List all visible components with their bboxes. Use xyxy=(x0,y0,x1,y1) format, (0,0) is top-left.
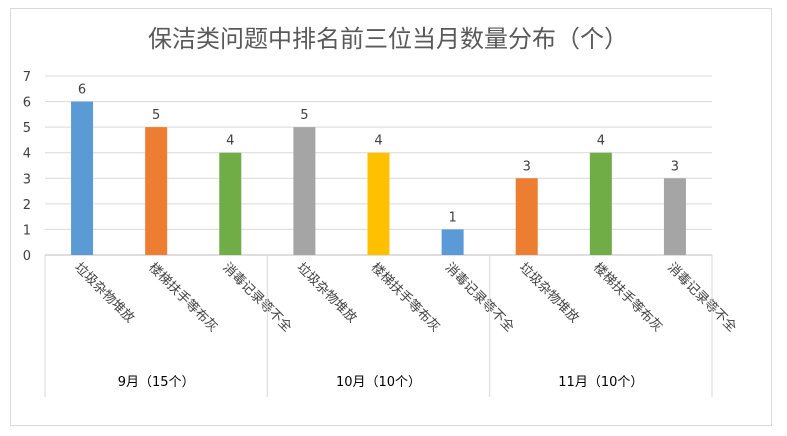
group-label: 9月（15个） xyxy=(118,375,195,390)
y-axis-ticks: 0 1 2 3 4 5 6 7 xyxy=(23,70,31,264)
group-label: 11月（10个） xyxy=(558,375,643,390)
bar xyxy=(219,152,242,255)
bar xyxy=(145,127,168,255)
y-tick-label: 5 xyxy=(23,121,31,136)
category-label: 垃圾杂物堆放 xyxy=(71,260,137,326)
bar xyxy=(589,152,612,255)
bar xyxy=(663,178,686,255)
data-label: 5 xyxy=(152,108,160,123)
data-label: 4 xyxy=(226,134,234,149)
y-tick-label: 1 xyxy=(23,223,31,238)
y-tick-label: 6 xyxy=(23,96,31,111)
y-tick-label: 7 xyxy=(23,70,31,85)
data-label: 4 xyxy=(597,134,605,149)
data-label: 5 xyxy=(300,108,308,123)
data-label: 1 xyxy=(448,210,456,225)
category-label: 楼梯扶手等布灰 xyxy=(368,260,444,336)
category-label: 楼梯扶手等布灰 xyxy=(590,260,666,336)
bar xyxy=(441,229,464,255)
data-labels: 6 5 4 5 4 1 3 4 3 xyxy=(78,83,679,226)
y-tick-label: 4 xyxy=(23,147,31,162)
category-label: 消毒记录等不全 xyxy=(219,260,295,336)
bar-series xyxy=(71,101,686,255)
data-label: 3 xyxy=(523,159,531,174)
group-label: 10月（10个） xyxy=(336,375,421,390)
category-labels: 垃圾杂物堆放 楼梯扶手等布灰 消毒记录等不全 垃圾杂物堆放 楼梯扶手等布灰 消毒记录等不全… xyxy=(71,260,740,336)
y-tick-label: 0 xyxy=(23,249,31,264)
data-label: 6 xyxy=(78,83,86,98)
bar xyxy=(293,127,316,255)
category-label: 消毒记录等不全 xyxy=(442,260,518,336)
category-label: 消毒记录等不全 xyxy=(664,260,740,336)
group-axis: 9月（15个） 10月（10个） 11月（10个） xyxy=(44,255,713,397)
bar xyxy=(515,178,538,255)
category-label: 楼梯扶手等布灰 xyxy=(145,260,221,336)
category-label: 垃圾杂物堆放 xyxy=(294,260,360,326)
data-label: 3 xyxy=(671,159,679,174)
data-label: 4 xyxy=(374,134,382,149)
chart-title: 保洁类问题中排名前三位当月数量分布（个） xyxy=(148,25,628,53)
category-label: 垃圾杂物堆放 xyxy=(516,260,582,326)
bar xyxy=(71,101,94,255)
y-tick-label: 3 xyxy=(23,172,31,187)
chart-frame xyxy=(10,8,772,426)
y-tick-label: 2 xyxy=(23,198,31,213)
bar xyxy=(367,152,390,255)
